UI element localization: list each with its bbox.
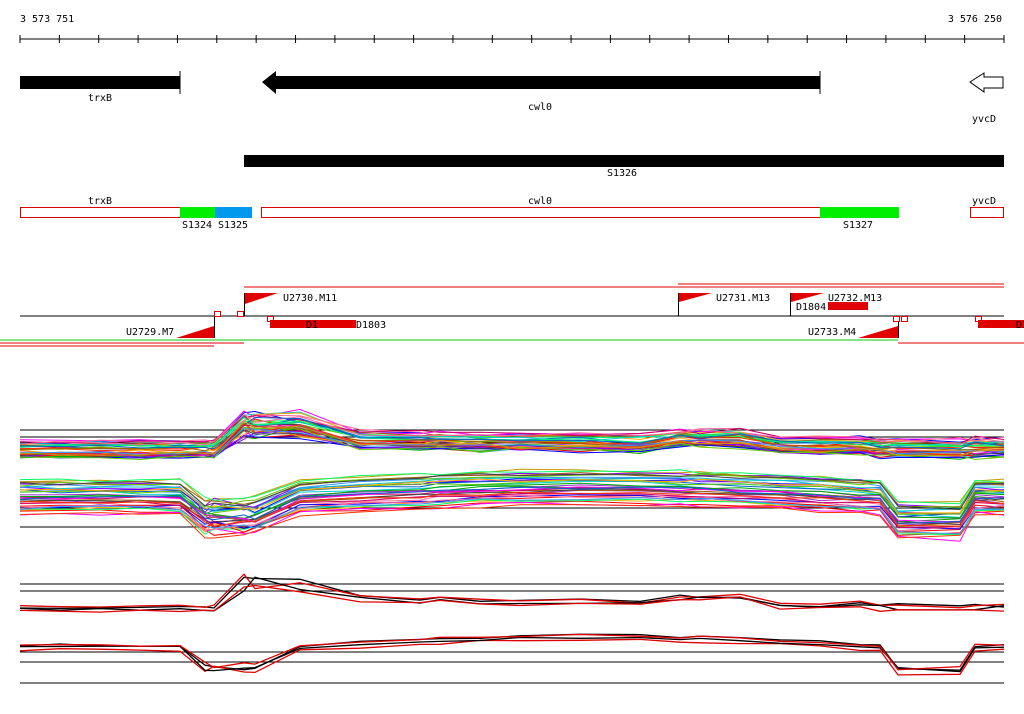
expression-profile-line xyxy=(19,491,1005,528)
expression-profile-line xyxy=(19,416,1005,450)
transcription-feature-track: U2730.M11 U2731.M13 U2732.M13 U2729.M7 U… xyxy=(0,283,1024,347)
summary-profile-line xyxy=(19,636,1005,673)
expression-profiles-summary xyxy=(19,573,1005,684)
gene-box-trxb[interactable] xyxy=(20,207,181,218)
expression-profile-line xyxy=(19,486,1005,524)
expression-profile-line xyxy=(19,473,1005,511)
feature-label-u2731: U2731.M13 xyxy=(716,293,770,304)
feature-flag-u2731[interactable] xyxy=(679,293,712,302)
downstream-label-d1-right: D1 xyxy=(1016,320,1024,331)
expression-profile-line xyxy=(19,472,1005,508)
expression-profile-line xyxy=(19,424,1005,452)
gene-box-label-trxb: trxB xyxy=(88,196,112,207)
feature-label-u2730: U2730.M11 xyxy=(283,293,337,304)
expression-profile-line xyxy=(19,422,1005,457)
expression-profile-line xyxy=(19,495,1005,532)
expression-profile-line xyxy=(19,413,1005,446)
expression-profile-line xyxy=(19,410,1005,445)
feature-label-u2729: U2729.M7 xyxy=(126,327,174,338)
summary-profile-line xyxy=(19,584,1005,613)
feature-flag-u2729[interactable] xyxy=(176,326,214,338)
gene-box-label-yvcd: yvcD xyxy=(972,196,996,207)
terminator-box xyxy=(214,311,221,317)
terminator-box xyxy=(237,311,244,317)
expression-profile-line xyxy=(19,497,1005,535)
expression-profile-line xyxy=(19,435,1005,460)
downstream-label-d1: D1 xyxy=(306,320,318,331)
feature-flag-u2732[interactable] xyxy=(791,293,824,302)
expression-profile-line xyxy=(19,426,1005,461)
downstream-label-d1804: D1804 xyxy=(796,302,826,313)
gene-arrows-track: trxB cwl0 yvcD xyxy=(20,71,1004,125)
gene-arrow-cwl0[interactable] xyxy=(262,71,820,94)
downstream-label-d1803: D1803 xyxy=(356,320,386,331)
expression-profile-line xyxy=(19,478,1005,514)
feature-label-s1324: S1324 xyxy=(182,220,212,231)
feature-label-u2733: U2733.M4 xyxy=(808,327,856,338)
terminator-box xyxy=(901,316,908,322)
expression-profile-line xyxy=(20,494,1005,530)
ruler-start-label: 3 573 751 xyxy=(20,14,74,25)
expression-profile-line xyxy=(19,479,1005,517)
expression-profile-line xyxy=(19,415,1005,445)
downstream-bar-d1[interactable] xyxy=(270,320,318,328)
gene-label-trxb: trxB xyxy=(88,93,112,104)
coordinate-ruler: 3 573 751 3 576 250 xyxy=(19,14,1005,43)
feature-label-s1327: S1327 xyxy=(843,220,873,231)
downstream-bar-d1804[interactable] xyxy=(828,302,868,310)
gene-box-label-cwl0: cwl0 xyxy=(528,196,552,207)
ruler-end-label: 3 576 250 xyxy=(948,14,1002,25)
expression-profile-line xyxy=(19,469,1005,505)
segment-label-s1326: S1326 xyxy=(607,168,637,179)
feature-box-s1327[interactable] xyxy=(820,207,899,218)
feature-label-s1325: S1325 xyxy=(218,220,248,231)
expression-profiles-multi xyxy=(19,408,1005,542)
gene-label-cwl0: cwl0 xyxy=(528,102,552,113)
gene-arrow-yvcd[interactable] xyxy=(969,72,1004,93)
expression-profile-line xyxy=(19,501,1005,542)
summary-profile-line xyxy=(19,638,1005,676)
expression-profile-line xyxy=(19,420,1005,457)
summary-profile-line xyxy=(19,633,1005,671)
gene-box-yvcd[interactable] xyxy=(970,207,1004,218)
feature-box-s1324[interactable] xyxy=(180,207,215,218)
expression-profile-line xyxy=(20,482,1005,519)
downstream-bar-d1-right[interactable] xyxy=(978,320,1024,328)
segment-track: S1326 xyxy=(244,155,1004,179)
gene-box-track: trxB cwl0 yvcD S1324 S1325 S1327 xyxy=(20,196,1004,231)
downstream-bar-d1803[interactable] xyxy=(318,320,356,328)
gene-label-yvcd: yvcD xyxy=(972,114,996,125)
gene-arrow-trxb[interactable] xyxy=(20,76,180,89)
feature-flag-u2730[interactable] xyxy=(245,293,278,304)
gene-box-cwl0[interactable] xyxy=(261,207,821,218)
feature-label-u2732: U2732.M13 xyxy=(828,293,882,304)
feature-flag-u2733[interactable] xyxy=(858,326,898,338)
summary-profile-line xyxy=(19,573,1005,609)
feature-box-s1325[interactable] xyxy=(215,207,252,218)
expression-profile-line xyxy=(19,414,1005,444)
segment-bar-s1326[interactable] xyxy=(244,155,1004,167)
expression-profile-line xyxy=(19,480,1005,518)
terminator-box xyxy=(893,316,900,322)
ruler-ticks xyxy=(19,35,1005,43)
summary-profile-line xyxy=(19,576,1005,612)
expression-profile-line xyxy=(19,504,1005,539)
